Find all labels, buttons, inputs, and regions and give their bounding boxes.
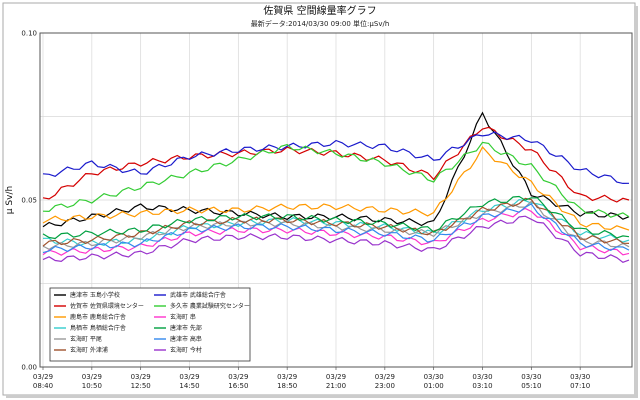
grid xyxy=(40,33,632,367)
x-tick-date: 03/30 xyxy=(521,373,541,381)
legend-label: 唐津市 高串 xyxy=(170,335,202,343)
series-line xyxy=(42,195,630,240)
x-tick-date: 03/29 xyxy=(326,373,346,381)
x-tick-time: 14:50 xyxy=(179,382,199,390)
chart-shadow-right xyxy=(634,6,638,397)
x-tick-time: 03:10 xyxy=(472,382,492,390)
x-tick-date: 03/30 xyxy=(472,373,492,381)
chart-title: 佐賀県 空間線量率グラフ xyxy=(263,4,376,17)
series-line xyxy=(42,203,630,254)
legend-label: 鳥栖市 鳥栖総合庁舎 xyxy=(70,324,126,332)
x-tick-time: 05:10 xyxy=(521,382,541,390)
series-line xyxy=(42,197,630,247)
series-line xyxy=(42,145,630,231)
x-tick-date: 03/29 xyxy=(131,373,151,381)
x-tick-date: 03/29 xyxy=(82,373,102,381)
y-tick-label: 0.10 xyxy=(21,30,37,38)
legend-label: 鹿島市 鹿島総合庁舎 xyxy=(70,313,126,321)
legend-label: 唐津市 先部 xyxy=(170,324,202,332)
y-tick-label: 0.05 xyxy=(21,197,37,205)
series-line xyxy=(42,215,630,263)
x-tick-time: 23:00 xyxy=(375,382,395,390)
x-ticks: 03/2908:4003/2910:5003/2912:5003/2914:50… xyxy=(33,367,590,390)
x-tick-date: 03/29 xyxy=(375,373,395,381)
series-line xyxy=(42,141,630,218)
x-tick-date: 03/29 xyxy=(277,373,297,381)
x-tick-date: 03/29 xyxy=(179,373,199,381)
series-line xyxy=(42,131,630,185)
y-tick-label: 0.00 xyxy=(21,364,37,372)
x-tick-time: 21:00 xyxy=(326,382,346,390)
x-tick-date: 03/30 xyxy=(570,373,590,381)
legend-label: 佐賀市 佐賀県環境センター xyxy=(70,302,144,310)
series-line xyxy=(43,198,630,247)
legend-label: 多久市 農業試験研究センター xyxy=(170,302,250,310)
legend-label: 武雄市 武雄総合庁舎 xyxy=(170,291,226,299)
x-tick-time: 16:50 xyxy=(228,382,248,390)
x-tick-time: 08:40 xyxy=(33,382,53,390)
x-tick-time: 10:50 xyxy=(82,382,102,390)
x-tick-time: 12:50 xyxy=(131,382,151,390)
series-line xyxy=(42,126,630,203)
x-tick-time: 01:00 xyxy=(424,382,444,390)
y-axis-label: μ Sv/h xyxy=(5,186,15,214)
x-tick-date: 03/30 xyxy=(424,373,444,381)
chart-shadow-bottom xyxy=(6,395,638,398)
legend-label: 玄海町 外津浦 xyxy=(70,346,108,354)
legend-label: 玄海町 串 xyxy=(170,313,196,321)
legend-label: 玄海町 今村 xyxy=(170,346,202,354)
chart-subtitle: 最新データ:2014/03/30 09:00 単位:μSv/h xyxy=(251,19,390,28)
x-tick-time: 18:50 xyxy=(277,382,297,390)
series-lines xyxy=(42,111,630,263)
x-tick-date: 03/29 xyxy=(33,373,53,381)
x-tick-time: 07:10 xyxy=(570,382,590,390)
x-tick-date: 03/29 xyxy=(228,373,248,381)
legend-label: 玄海町 平尾 xyxy=(70,335,102,343)
legend-box xyxy=(49,287,251,362)
y-ticks: 0.00 0.05 0.10 xyxy=(21,30,37,372)
legend-label: 唐津市 玉島小学校 xyxy=(70,291,120,299)
